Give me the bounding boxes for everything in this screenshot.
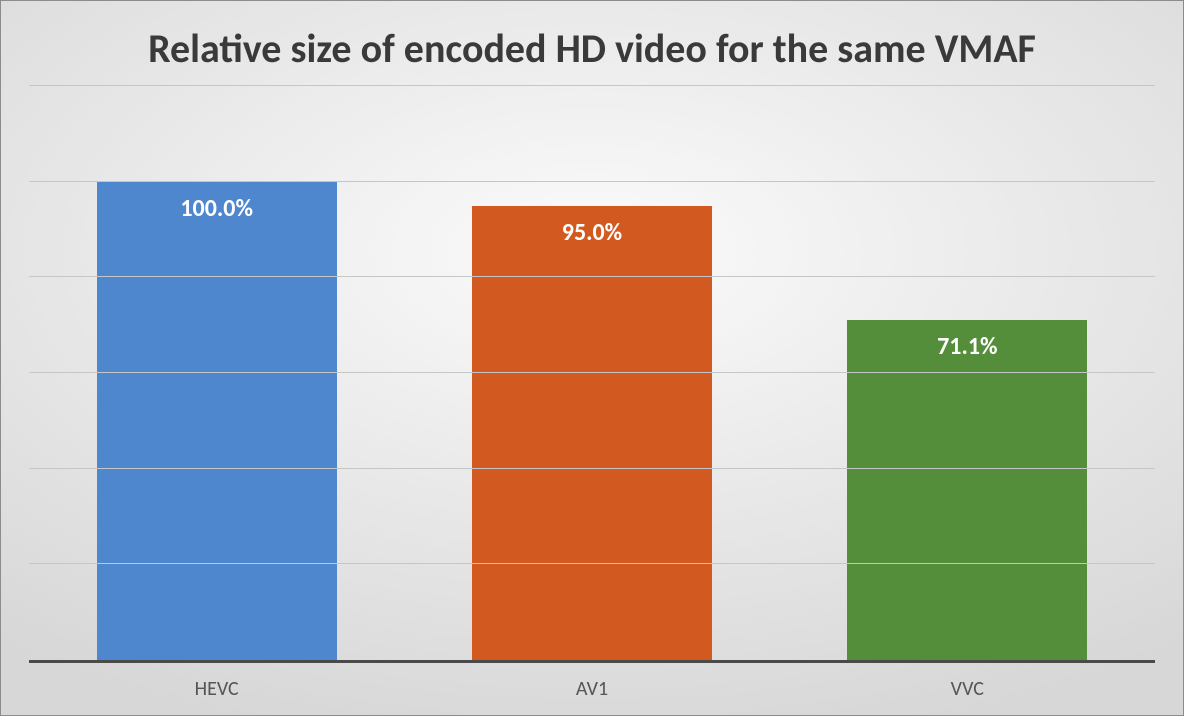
bar-value-label: 95.0% bbox=[472, 218, 712, 247]
chart-container: Relative size of encoded HD video for th… bbox=[0, 0, 1184, 716]
gridline bbox=[29, 372, 1155, 373]
bar: 71.1% bbox=[847, 320, 1087, 660]
plot-area: 100.0% 95.0% 71.1% bbox=[29, 86, 1155, 663]
x-axis-label: HEVC bbox=[29, 663, 404, 701]
bar-value-label: 71.1% bbox=[847, 332, 1087, 361]
bar: 95.0% bbox=[472, 206, 712, 660]
x-axis-label: VVC bbox=[780, 663, 1155, 701]
bars-layer: 100.0% 95.0% 71.1% bbox=[29, 86, 1155, 660]
gridline bbox=[29, 563, 1155, 564]
bar-slot: 100.0% bbox=[29, 86, 404, 660]
gridline bbox=[29, 276, 1155, 277]
bar: 100.0% bbox=[97, 182, 337, 660]
plot-wrap: 100.0% 95.0% 71.1% HEVCAV1VVC bbox=[23, 76, 1161, 701]
bar-slot: 95.0% bbox=[404, 86, 779, 660]
gridline bbox=[29, 468, 1155, 469]
chart-title: Relative size of encoded HD video for th… bbox=[83, 25, 1101, 72]
gridline bbox=[29, 181, 1155, 182]
bar-slot: 71.1% bbox=[780, 86, 1155, 660]
bar-value-label: 100.0% bbox=[97, 194, 337, 223]
x-axis: HEVCAV1VVC bbox=[29, 663, 1155, 701]
gridline bbox=[29, 85, 1155, 86]
x-axis-label: AV1 bbox=[404, 663, 779, 701]
